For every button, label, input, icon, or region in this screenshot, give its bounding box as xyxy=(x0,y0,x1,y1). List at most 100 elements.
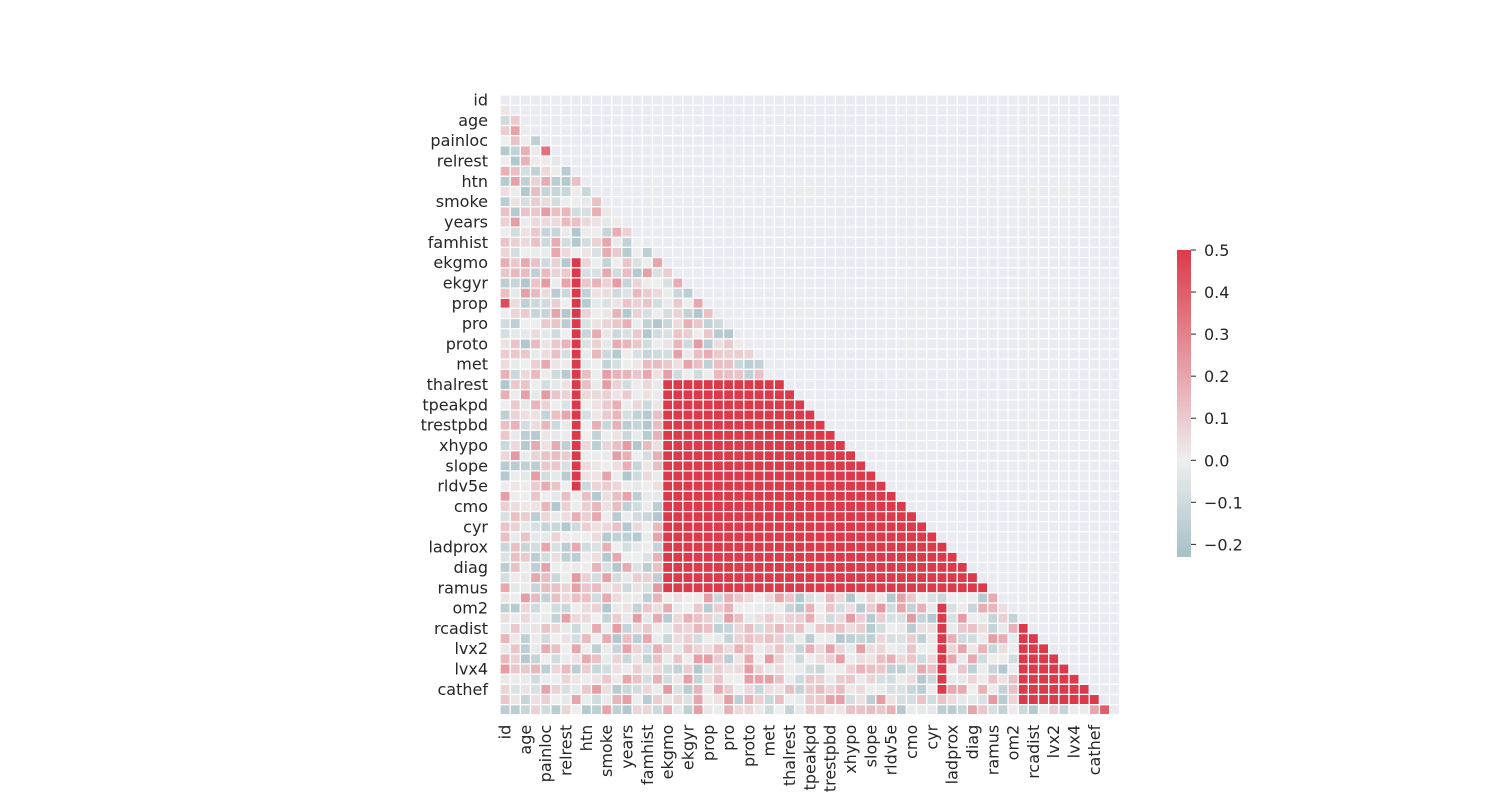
heatmap-cell xyxy=(825,461,835,471)
heatmap-cell xyxy=(551,461,561,471)
heatmap-cell xyxy=(622,664,632,674)
heatmap-cell xyxy=(703,308,713,318)
y-tick-label: om2 xyxy=(452,599,488,618)
heatmap-cell xyxy=(947,603,957,613)
heatmap-cell xyxy=(876,481,886,491)
heatmap-cell xyxy=(592,603,601,613)
heatmap-cell xyxy=(632,390,642,400)
heatmap-cell xyxy=(571,583,581,593)
heatmap-cell xyxy=(1059,684,1069,694)
heatmap-cell xyxy=(520,166,530,176)
heatmap-cell xyxy=(673,308,683,318)
heatmap-cell xyxy=(520,451,530,461)
heatmap-cell xyxy=(520,664,530,674)
heatmap-cell xyxy=(856,562,866,572)
heatmap-cell xyxy=(561,634,571,644)
heatmap-cell xyxy=(825,583,835,593)
heatmap-cell xyxy=(673,573,683,583)
heatmap-cell xyxy=(815,573,825,583)
heatmap-cell xyxy=(947,705,957,715)
heatmap-cell xyxy=(876,593,886,603)
heatmap-cell xyxy=(581,644,591,654)
heatmap-cell xyxy=(500,441,510,450)
heatmap-cell xyxy=(764,684,774,694)
heatmap-cell xyxy=(642,705,652,715)
heatmap-cell xyxy=(896,603,906,613)
heatmap-cell xyxy=(734,532,744,542)
heatmap-cell xyxy=(815,603,825,613)
heatmap-cell xyxy=(805,613,815,623)
heatmap-cell xyxy=(510,664,520,674)
heatmap-cell xyxy=(653,705,662,715)
heatmap-cell xyxy=(805,512,815,522)
heatmap-cell xyxy=(602,613,612,623)
heatmap-cell xyxy=(1028,695,1038,704)
heatmap-cell xyxy=(713,339,723,349)
heatmap-cell xyxy=(500,227,510,237)
heatmap-cell xyxy=(612,298,622,308)
heatmap-cell xyxy=(764,644,774,654)
heatmap-cell xyxy=(551,359,561,369)
heatmap-cell xyxy=(744,441,754,450)
heatmap-cell xyxy=(856,552,866,562)
heatmap-cell xyxy=(571,268,581,278)
heatmap-cell xyxy=(561,562,571,572)
heatmap-cell xyxy=(531,369,541,379)
heatmap-cell xyxy=(541,532,551,542)
heatmap-cell xyxy=(663,451,673,461)
heatmap-cell xyxy=(653,319,662,329)
heatmap-cell xyxy=(581,654,591,664)
heatmap-cell xyxy=(764,441,774,450)
heatmap-cell xyxy=(642,359,652,369)
heatmap-cell xyxy=(967,684,977,694)
heatmap-cell xyxy=(1069,674,1079,684)
heatmap-cell xyxy=(673,603,683,613)
heatmap-cell xyxy=(653,562,662,572)
heatmap-cell xyxy=(653,441,662,450)
heatmap-cell xyxy=(856,512,866,522)
heatmap-cell xyxy=(978,664,988,674)
heatmap-cell xyxy=(531,298,541,308)
heatmap-cell xyxy=(683,461,693,471)
heatmap-cell xyxy=(510,522,520,532)
heatmap-cell xyxy=(581,512,591,522)
y-tick-label: cmo xyxy=(454,497,488,516)
heatmap-cell xyxy=(551,654,561,664)
heatmap-cell xyxy=(520,562,530,572)
heatmap-cell xyxy=(510,542,520,552)
heatmap-cell xyxy=(571,197,581,207)
heatmap-cell xyxy=(520,227,530,237)
heatmap-cell xyxy=(917,623,927,633)
heatmap-cell xyxy=(785,542,795,552)
heatmap-cell xyxy=(795,491,805,501)
heatmap-cell xyxy=(653,430,662,440)
heatmap-cell xyxy=(764,552,774,562)
heatmap-cell xyxy=(693,623,703,633)
heatmap-cell xyxy=(500,369,510,379)
heatmap-cell xyxy=(815,634,825,644)
heatmap-cell xyxy=(724,593,734,603)
heatmap-cell xyxy=(734,430,744,440)
heatmap-cell xyxy=(785,634,795,644)
heatmap-cell xyxy=(734,634,744,644)
heatmap-cell xyxy=(724,461,734,471)
heatmap-cell xyxy=(896,613,906,623)
heatmap-cell xyxy=(602,298,612,308)
heatmap-cell xyxy=(744,613,754,623)
heatmap-cell xyxy=(541,197,551,207)
heatmap-cell xyxy=(541,339,551,349)
heatmap-cell xyxy=(896,522,906,532)
heatmap-cell xyxy=(622,258,632,268)
heatmap-cell xyxy=(1008,623,1018,633)
heatmap-cell xyxy=(520,491,530,501)
heatmap-cell xyxy=(754,573,764,583)
heatmap-cell xyxy=(886,613,896,623)
heatmap-cell xyxy=(937,603,947,613)
heatmap-cell xyxy=(866,695,876,704)
heatmap-cell xyxy=(642,654,652,664)
heatmap-cell xyxy=(663,552,673,562)
heatmap-cell xyxy=(602,623,612,633)
heatmap-cell xyxy=(683,288,693,298)
heatmap-cell xyxy=(541,654,551,664)
heatmap-cell xyxy=(612,268,622,278)
